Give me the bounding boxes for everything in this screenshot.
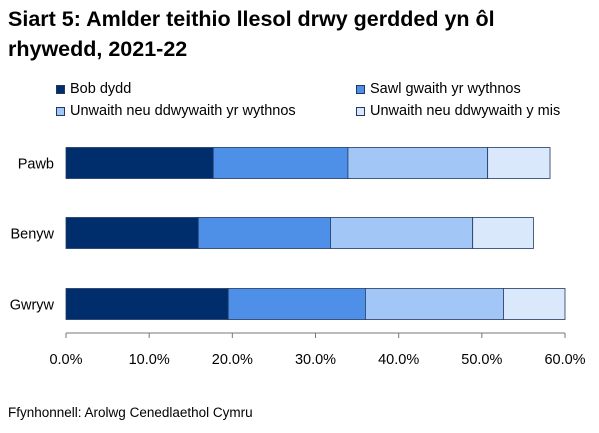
bar-segment bbox=[227, 288, 366, 320]
bar-segment bbox=[212, 147, 349, 179]
bar-segment bbox=[65, 217, 199, 249]
bar-segment bbox=[364, 288, 504, 320]
stacked-bar-chart: Pawb Benyw Gwryw 0.0% 10.0% 20.0% 30.0% 40.0% 50… bbox=[10, 147, 586, 368]
legend-label: Unwaith neu ddwywaith y mis bbox=[370, 103, 561, 119]
bar-segment bbox=[472, 217, 534, 249]
x-tick-label: 60.0% bbox=[544, 352, 585, 368]
bar-segment bbox=[347, 147, 489, 179]
category-label: Benyw bbox=[10, 227, 54, 243]
legend-swatch-sawl-gwaith bbox=[356, 85, 365, 94]
x-tick-label: 40.0% bbox=[378, 352, 419, 368]
bar-segment bbox=[65, 147, 214, 179]
x-tick-label: 30.0% bbox=[295, 352, 336, 368]
legend-label: Bob dydd bbox=[70, 81, 132, 97]
legend-label: Sawl gwaith yr wythnos bbox=[370, 81, 521, 97]
x-tick-label: 10.0% bbox=[129, 352, 170, 368]
bar-segment bbox=[65, 288, 229, 320]
legend-swatch-unwaith-mis bbox=[356, 107, 365, 116]
bar-segment bbox=[503, 288, 566, 320]
x-tick-label: 0.0% bbox=[49, 352, 82, 368]
bar-segment bbox=[330, 217, 474, 249]
bar-segment bbox=[487, 147, 551, 179]
x-tick-label: 50.0% bbox=[461, 352, 502, 368]
legend-swatch-unwaith-wythnos bbox=[56, 107, 65, 116]
category-label: Gwryw bbox=[10, 298, 55, 314]
bar-segment bbox=[197, 217, 331, 249]
x-tick-label: 20.0% bbox=[212, 352, 253, 368]
category-label: Pawb bbox=[18, 157, 54, 173]
legend-label: Unwaith neu ddwywaith yr wythnos bbox=[70, 103, 296, 119]
source-note: Ffynhonnell: Arolwg Cenedlaethol Cymru bbox=[8, 405, 253, 420]
legend-swatch-bob-dydd bbox=[56, 85, 65, 94]
chart-title: Siart 5: Amlder teithio llesol drwy gerd… bbox=[8, 7, 495, 61]
